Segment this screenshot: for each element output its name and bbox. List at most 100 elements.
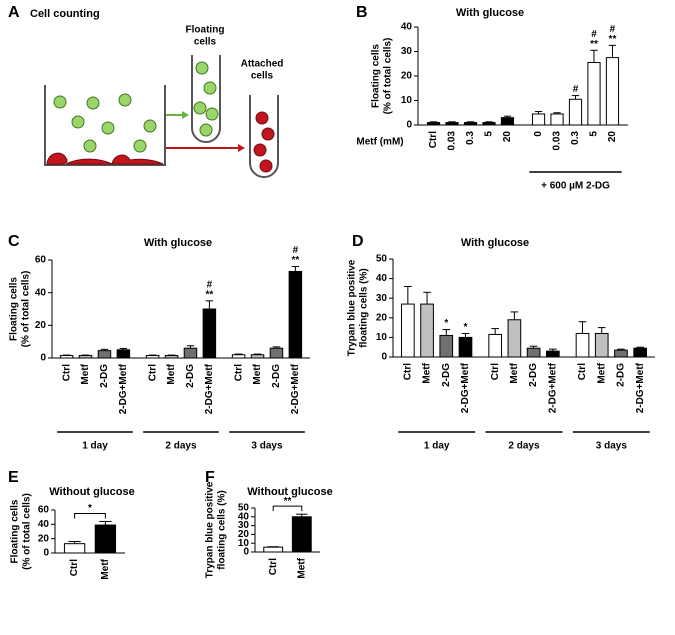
- floating-label: Floating: [186, 25, 225, 36]
- y-tick-label: 0: [381, 352, 387, 363]
- y-tick-label: 20: [35, 320, 47, 331]
- bar: [439, 334, 454, 358]
- x-tick-label: 20: [502, 131, 513, 143]
- x-tick-label: 2-DG: [441, 363, 452, 387]
- bar: [59, 355, 74, 359]
- significance-mark: #: [591, 29, 597, 40]
- attached-cells: [46, 152, 164, 165]
- panel-letter: D: [352, 233, 364, 250]
- y-tick-label: 40: [401, 22, 413, 33]
- bar: [445, 122, 459, 126]
- x-tick-label: 20: [607, 131, 618, 143]
- x-tick-label: 0.3: [570, 131, 581, 145]
- x-tick-label: 0.03: [552, 131, 563, 151]
- bar: [587, 62, 601, 126]
- bar: [463, 122, 478, 126]
- group-label: 1 day: [82, 441, 108, 452]
- chart-title: Without glucose: [49, 486, 134, 498]
- panel-a: A Cell counting Floating cells Attached …: [8, 4, 284, 178]
- x-tick-label: Ctrl: [69, 559, 80, 576]
- y-tick-label: 50: [238, 503, 250, 514]
- group-label: 3 days: [596, 441, 628, 452]
- bar: [488, 333, 503, 358]
- y-tick-label: 30: [401, 46, 413, 57]
- attached-label: cells: [251, 71, 274, 82]
- x-tick-label: 2-DG: [616, 363, 627, 387]
- x-tick-label: Ctrl: [402, 363, 413, 380]
- x-tick-label: 2-DG+Metf: [290, 363, 301, 414]
- significance-mark: #: [610, 24, 616, 35]
- significance-mark: **: [590, 39, 598, 50]
- y-axis-label: Floating cells: [371, 44, 382, 108]
- significance-mark: #: [573, 84, 579, 95]
- arrow-head: [182, 111, 189, 119]
- x-tick-label: Metf: [596, 362, 607, 383]
- bar: [401, 303, 415, 358]
- dish: [44, 85, 166, 166]
- diagram-title: Cell counting: [30, 8, 100, 20]
- chart-title: Without glucose: [247, 486, 332, 498]
- x-tick-label: Ctrl: [233, 364, 244, 381]
- y-tick-label: 40: [35, 287, 47, 298]
- floating-label: cells: [194, 37, 217, 48]
- x-tick-label: 0.03: [447, 131, 458, 151]
- bar: [288, 270, 303, 359]
- y-tick-label: 10: [238, 538, 250, 549]
- x-tick-label: 2-DG: [185, 364, 196, 388]
- bar: [231, 354, 246, 359]
- bar: [291, 516, 312, 553]
- bar: [202, 308, 217, 359]
- y-tick-label: 20: [401, 71, 413, 82]
- x-tick-label: 2-DG+Metf: [547, 362, 558, 413]
- significance-mark: *: [464, 322, 468, 333]
- significance-mark: *: [88, 503, 92, 514]
- significance-mark: #: [293, 245, 299, 256]
- y-tick-label: 0: [40, 353, 46, 364]
- x-tick-label: Metf: [296, 557, 307, 578]
- x-tick-label: Ctrl: [268, 558, 279, 575]
- significance-mark: **: [205, 289, 213, 300]
- bar: [633, 347, 647, 358]
- y-tick-label: 40: [38, 519, 50, 530]
- y-tick-label: 0: [243, 547, 249, 558]
- bar: [97, 350, 112, 359]
- x-tick-label: 2-DG: [271, 364, 282, 388]
- panel-letter: C: [8, 233, 20, 250]
- x-tick-label: 2-DG: [99, 364, 110, 388]
- x-tick-label: Metf: [166, 363, 177, 384]
- bar: [482, 122, 496, 126]
- significance-mark: #: [207, 279, 213, 290]
- attached-label: Attached: [241, 59, 284, 70]
- x-tick-label: Ctrl: [61, 364, 72, 381]
- bar: [116, 349, 131, 359]
- x-tick-label: 2-DG+Metf: [118, 363, 129, 414]
- y-axis-label: (% of total cells): [21, 271, 32, 348]
- x-tick-label: 2-DG+Metf: [635, 362, 646, 413]
- x-tick-label: 5: [589, 131, 600, 137]
- y-tick-label: 0: [406, 120, 412, 131]
- bar: [63, 543, 86, 554]
- y-axis-label: Trypan blue positive: [347, 259, 358, 356]
- bar: [614, 349, 628, 358]
- x-tick-label: 0: [533, 131, 544, 137]
- significance-mark: **: [609, 34, 617, 45]
- y-tick-label: 30: [376, 293, 388, 304]
- x-tick-label: Metf: [100, 558, 111, 579]
- y-axis-label: (% of total cells): [22, 493, 33, 570]
- bar: [458, 336, 473, 358]
- floating-cells: [53, 93, 157, 153]
- y-tick-label: 20: [376, 312, 388, 323]
- group-label: + 600 µM 2-DG: [541, 181, 610, 192]
- chart-title: With glucose: [456, 7, 524, 19]
- bar: [594, 332, 609, 358]
- y-tick-label: 20: [38, 533, 50, 544]
- bar: [78, 355, 93, 359]
- x-tick-label: Ctrl: [147, 364, 158, 381]
- y-tick-label: 0: [43, 548, 49, 559]
- chart-title: With glucose: [144, 237, 212, 249]
- y-tick-label: 10: [401, 95, 413, 106]
- y-tick-label: 20: [238, 529, 250, 540]
- y-tick-label: 50: [376, 254, 388, 265]
- y-axis-label: floating cells (%): [359, 268, 370, 347]
- y-tick-label: 40: [238, 511, 250, 522]
